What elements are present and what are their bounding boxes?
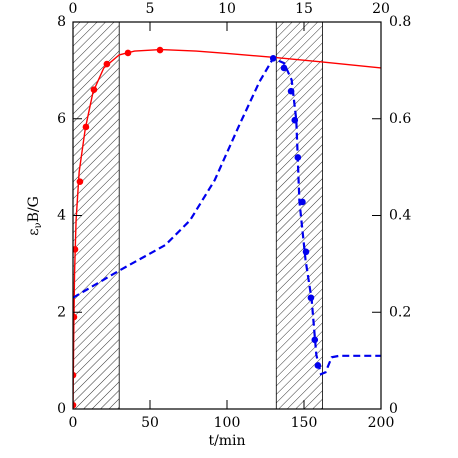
x-tick-label: 0 xyxy=(69,415,78,431)
data-point xyxy=(314,362,322,369)
data-point xyxy=(291,116,299,124)
x-tick-label: 200 xyxy=(368,415,395,431)
y2-tick-label: 0.4 xyxy=(389,208,411,224)
y-tick-label: 2 xyxy=(57,304,66,320)
x2-tick-label: 10 xyxy=(218,1,236,17)
data-point xyxy=(294,154,302,161)
data-point xyxy=(311,336,319,344)
y2-tick-label: 0.6 xyxy=(389,111,411,127)
y-label-main: ε xyxy=(26,229,42,236)
y-tick-label: 0 xyxy=(57,401,66,417)
x-tick-label: 100 xyxy=(214,415,241,431)
y2-tick-label: 0 xyxy=(389,401,398,417)
data-point xyxy=(124,49,132,57)
x-axis-label: t/min xyxy=(208,433,245,449)
data-point xyxy=(156,46,164,54)
hatched-region xyxy=(275,22,323,409)
data-point xyxy=(287,87,295,95)
plot-area xyxy=(73,22,381,409)
data-point xyxy=(90,86,98,94)
x-tick-label: 50 xyxy=(141,415,159,431)
x2-tick-label: 15 xyxy=(295,1,313,17)
y-tick-label: 8 xyxy=(57,14,66,30)
data-point xyxy=(73,371,77,379)
data-point xyxy=(73,401,77,409)
y-tick-label: 6 xyxy=(57,111,66,127)
x2-tick-label: 0 xyxy=(69,1,78,17)
y-label-rest: B/G xyxy=(26,196,42,222)
x2-tick-label: 5 xyxy=(146,1,155,17)
data-point xyxy=(82,123,90,131)
data-point xyxy=(76,178,84,185)
y-axis-label: ενB/G xyxy=(26,196,44,236)
y2-tick-label: 0.2 xyxy=(389,304,411,320)
y2-tick-label: 0.8 xyxy=(389,14,411,30)
data-point xyxy=(73,246,79,253)
data-point xyxy=(299,198,306,206)
data-point xyxy=(73,313,78,321)
data-point xyxy=(269,54,277,62)
y-tick-label: 4 xyxy=(57,208,66,224)
y-label-sub: ν xyxy=(33,222,44,228)
x2-tick-label: 20 xyxy=(372,1,390,17)
x-tick-label: 150 xyxy=(291,415,318,431)
data-point xyxy=(302,248,310,256)
data-line xyxy=(73,56,381,376)
data-point xyxy=(280,64,288,72)
data-point xyxy=(307,294,315,302)
data-point xyxy=(103,60,111,68)
